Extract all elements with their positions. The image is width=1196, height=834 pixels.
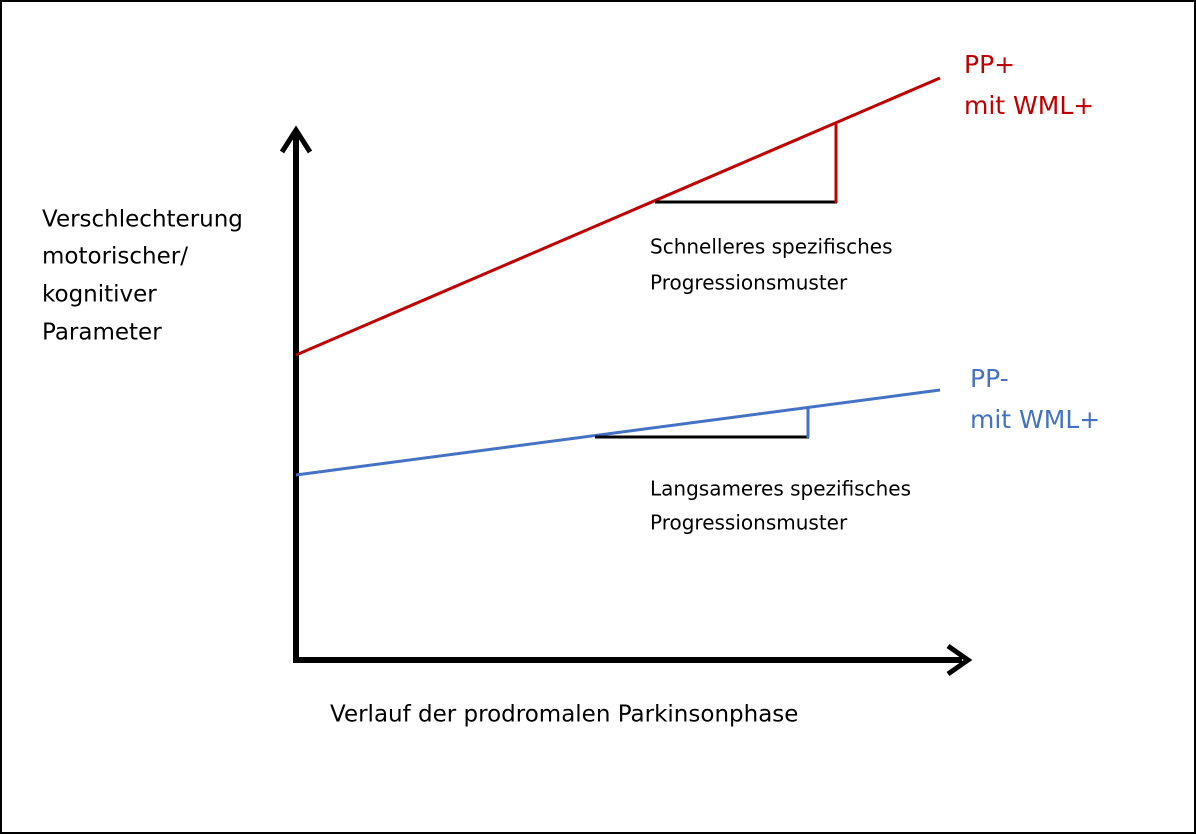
y-axis-label: Parameter [42,320,162,346]
annotation: Langsameres spezifisches [650,477,911,501]
y-axis-label: kognitiver [42,282,157,308]
line-label: PP+ [964,50,1015,79]
annotation: Progressionsmuster [650,511,848,535]
y-arrowhead [279,125,313,154]
y-axis-label: motorischer/ [42,244,188,270]
annotation: Schnelleres spezifisches [650,235,893,259]
y-axis-label: Verschlechterung [42,207,243,233]
line-label: PP- [970,364,1009,393]
annotation: Progressionsmuster [650,271,848,295]
blue-line [295,388,941,477]
line-label: mit WML+ [970,405,1100,434]
x-arrowhead [946,643,973,677]
red-line [295,76,941,357]
x-axis-label: Verlauf der prodromalen Parkinsonphase [330,702,798,728]
line-label: mit WML+ [964,91,1094,120]
